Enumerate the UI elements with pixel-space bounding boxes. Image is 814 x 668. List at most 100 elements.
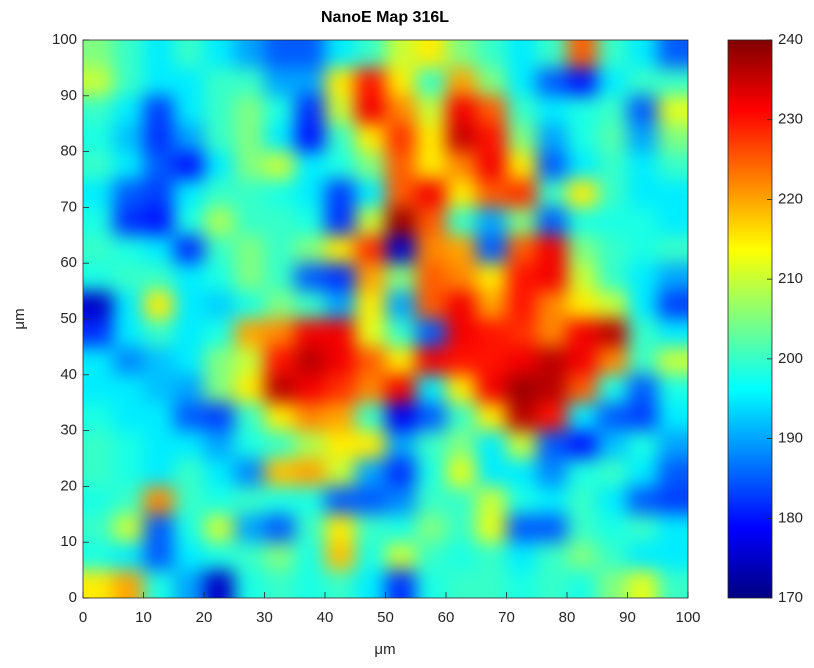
y-tick-label: 50 — [60, 310, 77, 327]
heat-cell — [294, 430, 326, 460]
heat-cell — [627, 67, 659, 97]
heat-cell — [536, 151, 568, 181]
heat-cell — [113, 67, 145, 97]
heat-cell — [627, 514, 659, 543]
heat-cell — [143, 346, 175, 376]
heat-cell — [536, 235, 568, 264]
heat-cell — [143, 458, 175, 487]
heat-cell — [143, 486, 175, 515]
heat-cell — [264, 151, 296, 181]
colorbar-tick-label: 210 — [778, 270, 803, 287]
heat-cell — [234, 179, 266, 208]
heat-cell — [264, 179, 296, 208]
heat-cell — [143, 207, 175, 236]
heat-cell — [294, 402, 326, 432]
heat-cell — [143, 151, 175, 181]
heat-cell — [234, 151, 266, 181]
heat-cell — [355, 40, 387, 69]
heat-cell — [143, 291, 175, 320]
heat-cell — [597, 346, 629, 376]
heat-cell — [264, 346, 296, 376]
heat-cell — [325, 95, 356, 125]
colorbar-tick-label: 230 — [778, 111, 803, 128]
heat-cell — [264, 430, 296, 460]
heat-cell — [173, 263, 205, 292]
heat-cell — [476, 346, 508, 376]
heat-cell — [204, 263, 235, 292]
heat-cell — [415, 67, 447, 97]
heat-cell — [446, 514, 477, 543]
heat-cell — [476, 207, 508, 236]
heat-cell — [264, 291, 296, 320]
heat-cell — [415, 207, 447, 236]
heat-cell — [204, 179, 235, 208]
heat-cell — [325, 542, 356, 571]
heat-cell — [173, 486, 205, 515]
heat-cell — [506, 542, 538, 571]
heat-cell — [204, 346, 235, 376]
heat-cell — [567, 458, 598, 487]
heat-cell — [294, 486, 326, 515]
heat-cell — [385, 374, 417, 404]
heat-cell — [355, 151, 387, 181]
heat-cell — [627, 40, 659, 69]
heat-cell — [355, 430, 387, 460]
heat-cell — [567, 123, 598, 153]
colorbar-tick-label: 190 — [778, 430, 803, 447]
heat-cell — [567, 570, 598, 598]
heat-cell — [234, 374, 266, 404]
heat-cell — [294, 151, 326, 181]
heat-cell — [657, 319, 688, 348]
heat-cell — [204, 570, 235, 598]
heat-cell — [204, 486, 235, 515]
heat-cell — [506, 486, 538, 515]
heat-cell — [264, 123, 296, 153]
heat-cell — [506, 95, 538, 125]
heat-cell — [83, 123, 114, 153]
heat-cell — [567, 151, 598, 181]
heat-cell — [597, 263, 629, 292]
heat-cell — [113, 374, 145, 404]
heat-cell — [385, 123, 417, 153]
heat-cell — [143, 514, 175, 543]
heat-cell — [325, 207, 356, 236]
heat-cell — [446, 402, 477, 432]
heat-cell — [234, 458, 266, 487]
heat-cell — [476, 570, 508, 598]
heat-cell — [355, 570, 387, 598]
heat-cell — [657, 123, 688, 153]
heat-cell — [657, 430, 688, 460]
heat-cell — [385, 151, 417, 181]
heat-cell — [657, 374, 688, 404]
colorbar-tick-label: 170 — [778, 589, 803, 606]
heat-cell — [143, 263, 175, 292]
heat-cell — [627, 319, 659, 348]
heat-cell — [415, 374, 447, 404]
heat-cell — [113, 235, 145, 264]
heat-cell — [597, 486, 629, 515]
heat-cell — [143, 402, 175, 432]
heat-cell — [204, 207, 235, 236]
heat-cell — [83, 430, 114, 460]
heat-cell — [385, 40, 417, 69]
y-tick-label: 10 — [60, 533, 77, 550]
heat-cell — [234, 514, 266, 543]
heat-cell — [627, 346, 659, 376]
heat-cell — [325, 319, 356, 348]
heat-cell — [536, 430, 568, 460]
heat-cell — [446, 570, 477, 598]
heat-cell — [83, 67, 114, 97]
heat-cell — [627, 291, 659, 320]
heat-cell — [415, 179, 447, 208]
heat-cell — [415, 40, 447, 69]
heat-cell — [446, 374, 477, 404]
heat-cell — [204, 123, 235, 153]
heat-cell — [113, 570, 145, 598]
heat-cell — [355, 263, 387, 292]
heat-cell — [173, 207, 205, 236]
heat-cell — [294, 40, 326, 69]
heat-cell — [536, 123, 568, 153]
heat-cell — [567, 67, 598, 97]
heat-cell — [355, 207, 387, 236]
